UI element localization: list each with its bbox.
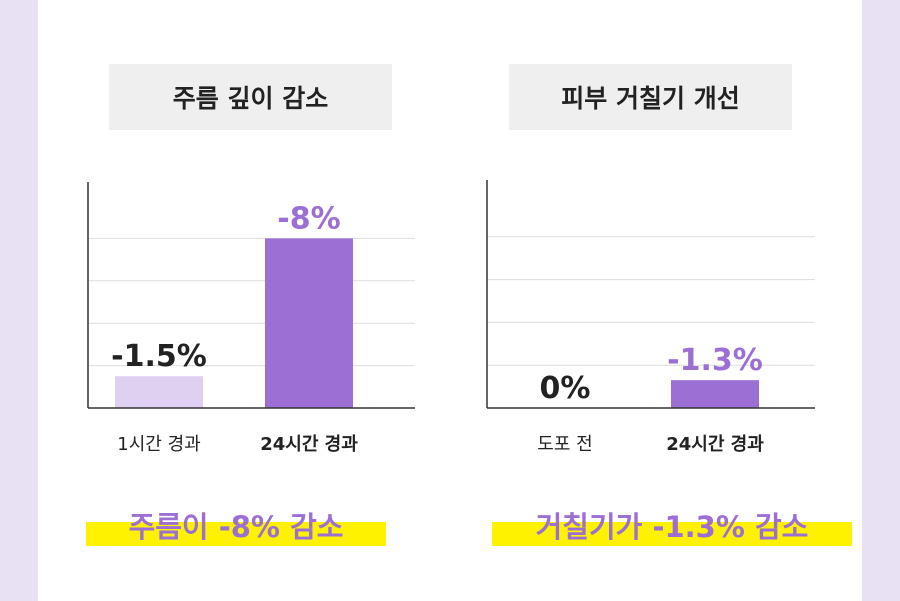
highlight-marker [492,522,852,546]
bar [265,238,353,408]
summary-callout: 거칠기가 -1.3% 감소 [492,500,852,550]
summary-text: 거칠기가 -1.3% 감소 [535,510,809,544]
data-label: -1.5% [111,339,207,374]
content-panel: 주름 깊이 감소 -1.5% 1시간 경과 -8% 24시간 경과 주름이 -8% 감… [38,0,862,601]
chart-title: 주름 깊이 감소 [109,64,392,130]
summary-text: 주름이 -8% 감소 [128,510,344,544]
wrinkle-depth-chart: 주름 깊이 감소 -1.5% 1시간 경과 -8% 24시간 경과 주름이 -8% 감… [38,0,450,601]
bar [671,380,759,408]
skin-roughness-plot: 0% 도포 전 -1.3% 24시간 경과 [486,180,815,455]
highlight-marker [86,522,386,546]
category-label: 1시간 경과 [117,434,200,455]
bar [115,376,203,408]
chart-title: 피부 거칠기 개선 [509,64,792,130]
summary-callout: 주름이 -8% 감소 [86,500,386,550]
category-label: 24시간 경과 [260,434,358,455]
category-label: 도포 전 [537,434,592,455]
data-label: -8% [277,201,340,236]
data-label: -1.3% [667,343,763,378]
skin-roughness-chart: 피부 거칠기 개선 0% 도포 전 -1.3% 24시간 경과 거칠기가 -1.3% … [450,0,862,601]
category-label: 24시간 경과 [666,434,764,455]
wrinkle-depth-plot: -1.5% 1시간 경과 -8% 24시간 경과 [87,182,415,455]
data-label: 0% [540,371,591,406]
